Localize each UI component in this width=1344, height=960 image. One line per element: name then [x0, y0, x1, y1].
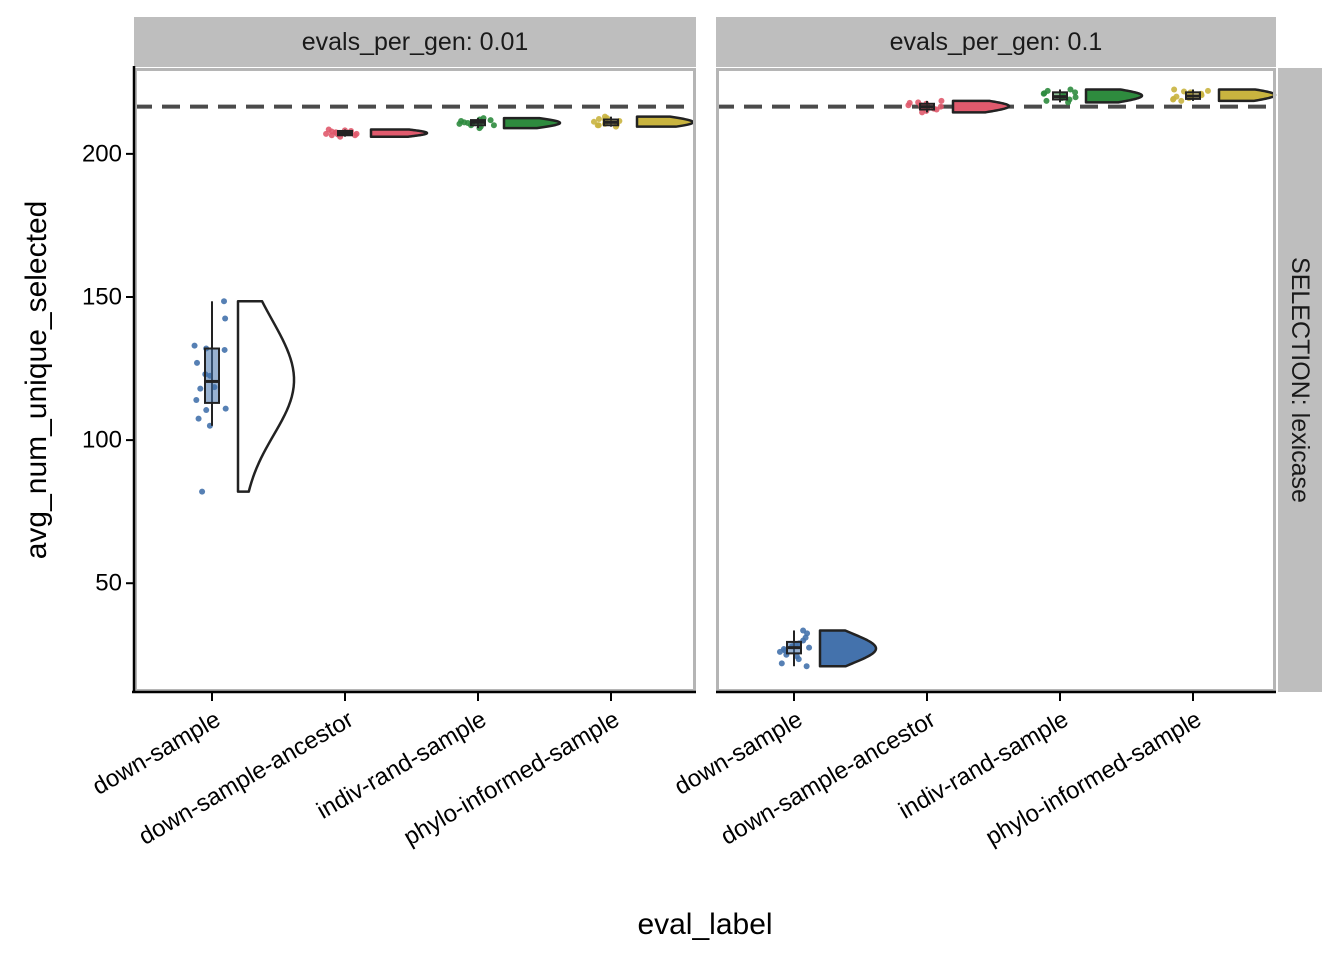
group-phylo-informed-sample [590, 113, 695, 130]
group-indiv-rand-sample [1040, 86, 1144, 106]
y-axis: 50 100 150 200 [82, 66, 136, 692]
data-point [203, 407, 210, 414]
data-point [1178, 97, 1185, 104]
data-point [464, 119, 471, 126]
data-point [590, 118, 597, 125]
panel-strip-background [134, 17, 696, 67]
data-point [1072, 89, 1079, 96]
panel-1: evals_per_gen: 0.01 [134, 17, 696, 692]
group-indiv-rand-sample [456, 115, 562, 132]
row-strip-label: SELECTION: lexicase [1286, 257, 1314, 503]
y-tick-label: 200 [82, 140, 122, 167]
x-axis-title: eval_label [637, 908, 772, 941]
density-half-violin [236, 300, 296, 493]
data-point [1041, 90, 1048, 97]
data-point [1171, 86, 1178, 93]
density-half-violin [502, 116, 562, 130]
x-tick-label: phylo-informed-sample [399, 706, 624, 851]
data-point [1204, 87, 1211, 94]
data-point [194, 359, 201, 366]
group-down-sample-ancestor [905, 97, 1011, 116]
row-strip: SELECTION: lexicase [1278, 68, 1322, 692]
density-half-violin [369, 128, 429, 138]
data-point [191, 342, 198, 349]
data-point [352, 132, 359, 139]
data-point [490, 122, 497, 129]
data-point [803, 663, 810, 670]
data-point [906, 99, 913, 106]
group-phylo-informed-sample [1170, 86, 1277, 104]
facet-panels: evals_per_gen: 0.01 evals_per_gen: 0.1 [134, 17, 1277, 692]
data-point [222, 405, 229, 412]
row-strip-background [1278, 68, 1322, 692]
density-half-violin [1217, 88, 1277, 103]
data-point [456, 120, 463, 127]
x-tick-label: down-sample-ancestor [716, 706, 940, 851]
data-point [1065, 99, 1072, 106]
group-down-sample-ancestor [323, 126, 429, 140]
panel-2: evals_per_gen: 0.1 [716, 17, 1277, 692]
data-point [938, 97, 945, 104]
data-point [221, 298, 228, 305]
data-point [806, 644, 813, 651]
data-point [199, 488, 206, 495]
data-point [919, 109, 926, 116]
density-half-violin [951, 99, 1011, 114]
panel-border [716, 68, 1276, 692]
data-point [328, 128, 335, 135]
x-tick-label: down-sample-ancestor [134, 706, 358, 851]
data-point [1170, 95, 1177, 102]
y-tick-label: 150 [82, 283, 122, 310]
data-point [778, 660, 785, 667]
y-axis-title: avg_num_unique_selected [20, 201, 53, 560]
data-point [195, 415, 202, 422]
data-point [222, 315, 229, 322]
data-point [197, 385, 204, 392]
x-tick-label: phylo-informed-sample [981, 706, 1206, 851]
data-point [487, 117, 494, 124]
data-point [795, 656, 802, 663]
panel-border [134, 68, 696, 692]
data-point [1072, 94, 1079, 101]
data-point [776, 648, 783, 655]
data-point [193, 397, 200, 404]
y-tick-label: 100 [82, 427, 122, 454]
data-point [1043, 97, 1050, 104]
panel-strip-background [716, 17, 1276, 67]
density-half-violin [1084, 88, 1144, 104]
density-half-violin [635, 115, 695, 128]
data-point [595, 115, 602, 122]
data-point [937, 103, 944, 110]
group-down-sample [191, 298, 296, 495]
data-point [1067, 86, 1074, 93]
box-iqr [204, 347, 220, 404]
y-tick-label: 50 [95, 570, 122, 597]
group-down-sample [776, 627, 878, 670]
x-axis: down-sampledown-sample-ancestorindiv-ran… [88, 690, 1276, 851]
data-point [323, 130, 330, 137]
density-half-violin [818, 629, 878, 668]
panel-strip-label: evals_per_gen: 0.1 [890, 28, 1103, 56]
data-point [221, 346, 228, 353]
panel-strip-label: evals_per_gen: 0.01 [302, 28, 529, 56]
